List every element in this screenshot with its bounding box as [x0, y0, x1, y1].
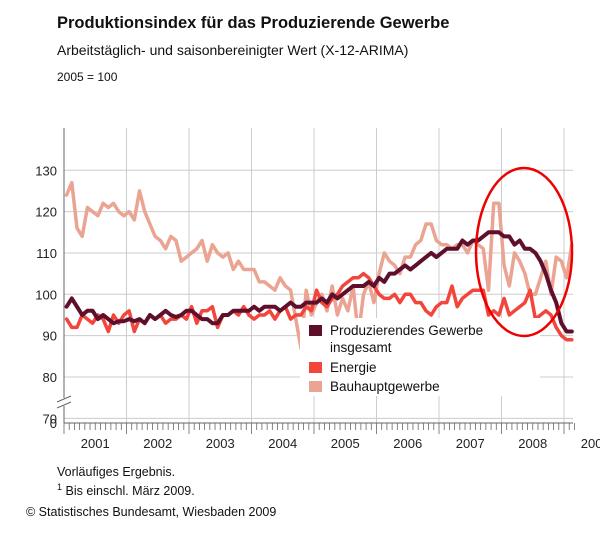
y-tick-label: 120: [35, 205, 57, 220]
y-tick-label: 110: [36, 246, 57, 261]
footnote-range: 1 Bis einschl. März 2009.: [57, 482, 195, 498]
x-tick-label: 2001: [81, 436, 110, 451]
axis-break-gap: [58, 398, 70, 406]
y-tick-label: 70: [43, 411, 57, 426]
y-tick-label: 130: [35, 163, 57, 178]
legend-label: Produzierendes Gewerbe insgesamt: [330, 323, 483, 355]
footnote-preliminary: Vorläufiges Ergebnis.: [57, 465, 176, 479]
footnote-range-text: Bis einschl. März 2009.: [62, 484, 195, 499]
x-tick-label: 2007: [456, 436, 485, 451]
highlight-ellipse: [474, 166, 574, 338]
y-tick-label: 100: [35, 287, 57, 302]
legend-swatch: [309, 381, 322, 392]
x-tick-label: 2009: [581, 436, 600, 451]
x-tick-label: 2006: [393, 436, 422, 451]
chart-title: Produktionsindex für das Produzierende G…: [57, 14, 450, 32]
base-year-note: 2005 = 100: [57, 70, 118, 84]
y-tick-label: 0: [50, 416, 57, 431]
x-tick-label: 2003: [206, 436, 235, 451]
legend-label: Bauhauptgewerbe: [330, 379, 440, 394]
y-tick-label: 90: [43, 329, 57, 344]
x-tick-label: 2008: [518, 436, 547, 451]
series-line: [64, 230, 574, 334]
x-tick-label: 2002: [143, 436, 172, 451]
x-tick-label: 2005: [331, 436, 360, 451]
axis-break-mark: [56, 395, 72, 409]
legend-swatch: [309, 362, 322, 373]
chart-subtitle: Arbeitstäglich- und saisonbereinigter We…: [57, 42, 409, 58]
legend-label: Energie: [330, 360, 377, 375]
legend-swatch: [309, 325, 322, 336]
x-tick-label: 2004: [268, 436, 297, 451]
legend-background: [300, 318, 540, 396]
copyright-note: © Statistisches Bundesamt, Wiesbaden 200…: [26, 505, 277, 519]
footnote-marker: 1: [57, 482, 63, 492]
y-tick-label: 80: [43, 370, 57, 385]
